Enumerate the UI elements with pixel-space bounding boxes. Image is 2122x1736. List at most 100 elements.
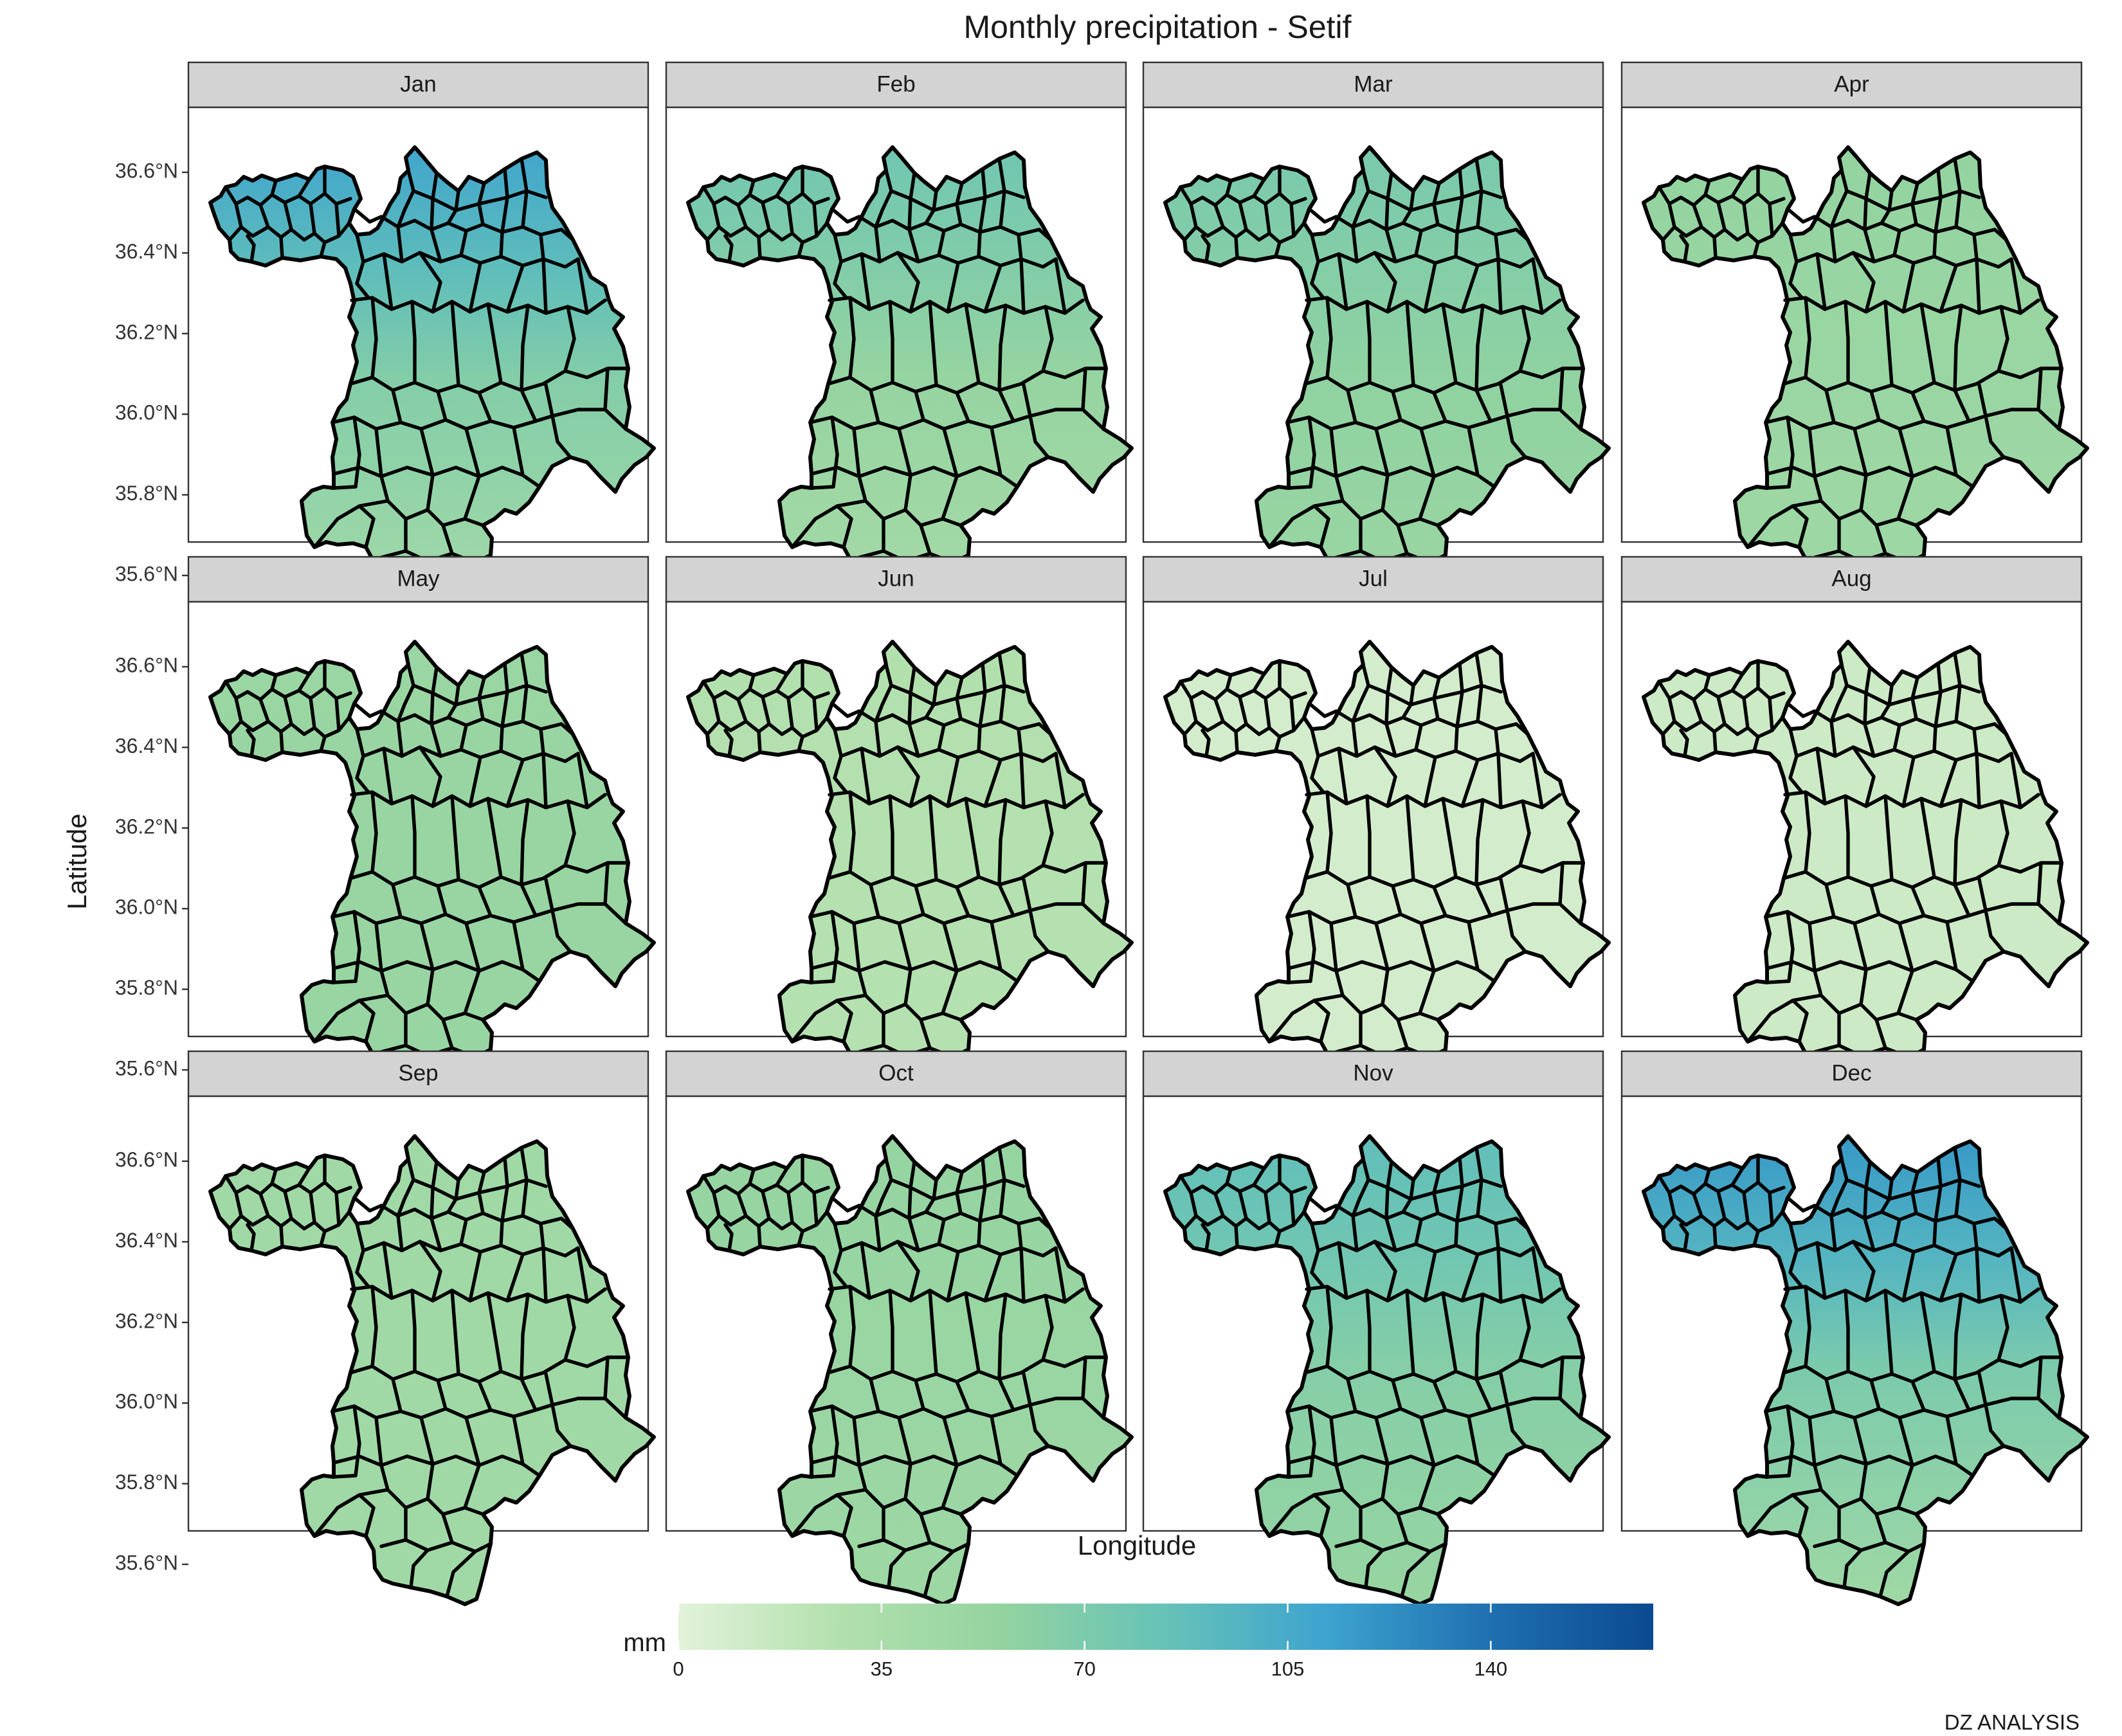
y-tick-label: 36.6°N xyxy=(115,1148,178,1171)
y-tick-label: 36.4°N xyxy=(115,240,178,263)
facet-strip xyxy=(1620,61,2083,109)
commune-borders xyxy=(1179,157,1585,610)
province-outline xyxy=(208,640,656,1112)
colorbar-ticks: 0 35 70 105 140 xyxy=(673,1604,1507,1680)
colorbar-tick-label: 140 xyxy=(1474,1658,1507,1680)
facet-strip-label: Oct xyxy=(878,1060,914,1085)
colorbar-tick-label: 35 xyxy=(871,1658,893,1680)
province-outline xyxy=(686,640,1134,1112)
commune-borders xyxy=(702,1146,1108,1598)
colorbar xyxy=(678,1604,1653,1650)
y-axis: 36.6°N 36.4°N 36.2°N 36.0°N 35.8°N 35.6°N xyxy=(115,1148,188,1574)
y-axis: 36.6°N 36.4°N 36.2°N 36.0°N 35.8°N 35.6°N xyxy=(115,653,188,1080)
y-tick-label: 35.8°N xyxy=(115,482,178,505)
setif-commune-map xyxy=(1642,1134,2089,1606)
colorbar-tick-label: 105 xyxy=(1271,1658,1305,1680)
y-tick-label: 36.2°N xyxy=(115,815,178,838)
y-tick-label: 36.4°N xyxy=(115,1229,178,1252)
province-outline xyxy=(1163,640,1611,1112)
facet-strip-label: Jan xyxy=(400,71,436,96)
y-axis-title: Latitude xyxy=(62,813,92,909)
setif-commune-map xyxy=(686,640,1134,1112)
y-tick-label: 35.6°N xyxy=(115,1551,178,1574)
setif-commune-map xyxy=(208,145,656,617)
setif-commune-map xyxy=(1163,145,1611,617)
facet-strip xyxy=(1142,556,1604,603)
facet-strip-label: May xyxy=(397,566,440,591)
y-tick-label: 36.6°N xyxy=(115,159,178,182)
facet-panel-aug: Aug xyxy=(1620,556,2089,1112)
facet-strip xyxy=(187,1050,649,1098)
facet-panel-feb: Feb xyxy=(665,61,1134,617)
colorbar-legend: mm 0 35 70 105 140 xyxy=(623,1604,1653,1680)
plot-title: Monthly precipitation - Setif xyxy=(963,9,1351,45)
facet-panels: Jan 36.6°N 36.4°N 36.2°N 36.0°N 35.8°N 35.6°N F… xyxy=(115,61,2089,1606)
province-outline xyxy=(208,145,656,617)
legend-title: mm xyxy=(623,1629,666,1657)
x-axis-title: Longitude xyxy=(1078,1530,1197,1560)
facet-panel-nov: Nov xyxy=(1142,1050,1611,1606)
commune-borders xyxy=(1179,1146,1585,1598)
commune-borders xyxy=(224,157,630,610)
facet-strip-label: Apr xyxy=(1834,71,1869,96)
y-tick-label: 35.8°N xyxy=(115,1470,178,1494)
facet-panel-jan: Jan 36.6°N 36.4°N 36.2°N 36.0°N 35.8°N 35.6°N xyxy=(115,61,656,617)
facet-panel-oct: Oct xyxy=(665,1050,1134,1606)
facet-strip-label: Feb xyxy=(876,71,915,96)
facet-strip xyxy=(1620,1050,2083,1098)
province-outline xyxy=(1642,1134,2089,1606)
y-tick-label: 36.0°N xyxy=(115,896,178,919)
commune-borders xyxy=(1657,157,2063,610)
facet-strip-label: Aug xyxy=(1831,566,1871,591)
commune-borders xyxy=(1657,1146,2063,1598)
caption: DZ ANALYSIS xyxy=(1945,1710,2080,1734)
colorbar-tick-label: 70 xyxy=(1073,1658,1095,1680)
province-outline xyxy=(1642,145,2089,617)
setif-commune-map xyxy=(1163,1134,1611,1606)
facet-strip xyxy=(1142,61,1604,109)
commune-borders xyxy=(702,157,1108,610)
y-tick-label: 36.4°N xyxy=(115,734,178,757)
province-outline xyxy=(686,1134,1134,1606)
facet-panel-mar: Mar xyxy=(1142,61,1611,617)
commune-borders xyxy=(224,1146,630,1598)
setif-commune-map xyxy=(686,1134,1134,1606)
facet-strip-label: Sep xyxy=(398,1060,438,1085)
commune-borders xyxy=(1179,651,1585,1104)
facet-panel-sep: Sep 36.6°N 36.4°N 36.2°N 36.0°N 35.8°N 35.6°N xyxy=(115,1050,656,1606)
y-tick-label: 35.6°N xyxy=(115,1056,178,1080)
y-tick-label: 36.2°N xyxy=(115,1309,178,1332)
facet-panel-dec: Dec xyxy=(1620,1050,2089,1606)
commune-borders xyxy=(702,651,1108,1104)
setif-commune-map xyxy=(1642,640,2089,1112)
facet-strip-label: Mar xyxy=(1354,71,1393,96)
facet-strip-label: Dec xyxy=(1831,1060,1871,1085)
province-outline xyxy=(686,145,1134,617)
province-outline xyxy=(1642,640,2089,1112)
setif-commune-map xyxy=(1163,640,1611,1112)
colorbar-tick-label: 0 xyxy=(673,1658,684,1680)
facet-panel-jul: Jul xyxy=(1142,556,1611,1112)
facet-strip xyxy=(665,61,1127,109)
commune-borders xyxy=(1657,651,2063,1104)
facet-strip xyxy=(187,61,649,109)
province-outline xyxy=(208,1134,656,1606)
y-tick-label: 36.0°N xyxy=(115,1390,178,1413)
province-outline xyxy=(1163,1134,1611,1606)
setif-commune-map xyxy=(686,145,1134,617)
facet-panel-may: May 36.6°N 36.4°N 36.2°N 36.0°N 35.8°N 35.6°N xyxy=(115,556,656,1112)
y-tick-label: 36.6°N xyxy=(115,653,178,676)
y-axis: 36.6°N 36.4°N 36.2°N 36.0°N 35.8°N 35.6°N xyxy=(115,159,188,585)
y-tick-label: 36.0°N xyxy=(115,401,178,424)
y-tick-label: 35.6°N xyxy=(115,562,178,585)
facet-strip xyxy=(1142,1050,1604,1098)
facet-strip-label: Jul xyxy=(1359,566,1388,591)
setif-commune-map xyxy=(208,1134,656,1606)
commune-borders xyxy=(224,651,630,1104)
province-outline xyxy=(1163,145,1611,617)
facet-strip-label: Nov xyxy=(1353,1060,1393,1085)
setif-commune-map xyxy=(1642,145,2089,617)
setif-commune-map xyxy=(208,640,656,1112)
facet-panel-apr: Apr xyxy=(1620,61,2089,617)
facet-strip-label: Jun xyxy=(878,566,914,591)
